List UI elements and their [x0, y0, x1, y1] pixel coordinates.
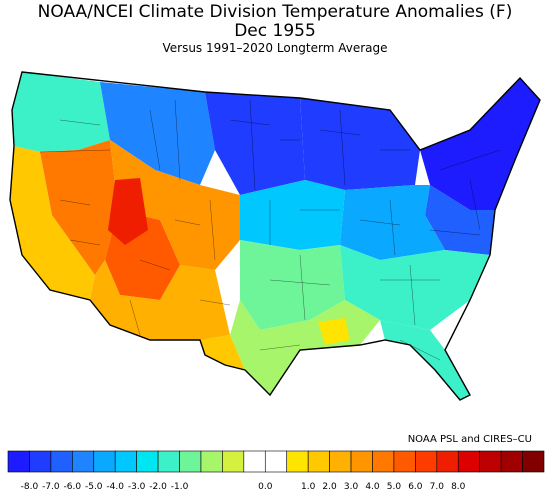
region-southwest — [90, 260, 230, 340]
legend-label: 1.0 — [301, 482, 316, 492]
legend-bin — [372, 450, 395, 473]
legend-label: 6.0 — [408, 482, 423, 492]
legend-label: 2.0 — [322, 482, 337, 492]
legend-bin — [393, 450, 416, 473]
legend-label: -8.0 — [21, 482, 39, 492]
legend-bin — [307, 450, 330, 473]
legend-bin — [29, 450, 52, 473]
map-title: NOAA/NCEI Climate Division Temperature A… — [37, 2, 513, 22]
legend-bin — [286, 450, 309, 473]
region-northern-rockies — [100, 82, 215, 185]
legend-label: 3.0 — [344, 482, 359, 492]
region-west-texas — [200, 335, 245, 370]
legend-bin — [479, 450, 502, 473]
region-upper-midwest — [300, 98, 420, 190]
credit-text: NOAA PSL and CIRES–CU — [407, 434, 532, 445]
legend-bin — [93, 450, 116, 473]
region-northern-plains — [205, 92, 305, 195]
region-utah-core — [108, 178, 148, 245]
legend-label: -4.0 — [106, 482, 124, 492]
region-northeast — [420, 78, 540, 210]
legend-bin — [157, 450, 180, 473]
legend-bin — [72, 450, 95, 473]
map-date: Dec 1955 — [234, 21, 316, 41]
legend-bin — [329, 450, 352, 473]
legend-bin — [500, 450, 523, 473]
region-california — [10, 146, 95, 300]
legend-bin — [436, 450, 459, 473]
legend-label: -3.0 — [128, 482, 146, 492]
legend-label: 7.0 — [430, 482, 445, 492]
region-central-rockies — [110, 140, 240, 270]
legend-label: -6.0 — [64, 482, 82, 492]
legend-bin — [522, 450, 545, 473]
legend-label: -5.0 — [85, 482, 103, 492]
legend-label: 8.0 — [451, 482, 466, 492]
legend-bin — [222, 450, 245, 473]
region-ohio-valley — [340, 185, 445, 260]
legend-bin — [136, 450, 159, 473]
region-southeast — [340, 245, 490, 330]
region-great-basin — [40, 140, 118, 275]
region-southern-plains — [240, 240, 345, 330]
region-central-plains — [240, 180, 345, 250]
region-pacific-northwest — [12, 72, 110, 152]
map-subtitle: Versus 1991–2020 Longterm Average — [162, 41, 388, 55]
legend-bin — [7, 450, 30, 473]
legend-label: 4.0 — [365, 482, 380, 492]
legend-bin — [200, 450, 223, 473]
legend-bin — [114, 450, 137, 473]
region-louisiana-patch — [318, 318, 350, 345]
legend-label: -2.0 — [149, 482, 167, 492]
legend-label: 5.0 — [387, 482, 402, 492]
legend-bin — [50, 450, 73, 473]
legend-bin — [179, 450, 202, 473]
legend-label: -1.0 — [171, 482, 189, 492]
legend-bin — [415, 450, 438, 473]
legend-bin — [243, 450, 266, 473]
legend-bin — [264, 450, 288, 473]
legend-label: -7.0 — [42, 482, 60, 492]
us-climate-division-map — [9, 71, 541, 401]
legend-bin — [457, 450, 480, 473]
region-mid-atlantic — [425, 185, 495, 255]
legend-label: 0.0 — [258, 482, 273, 492]
legend-bin — [350, 450, 373, 473]
